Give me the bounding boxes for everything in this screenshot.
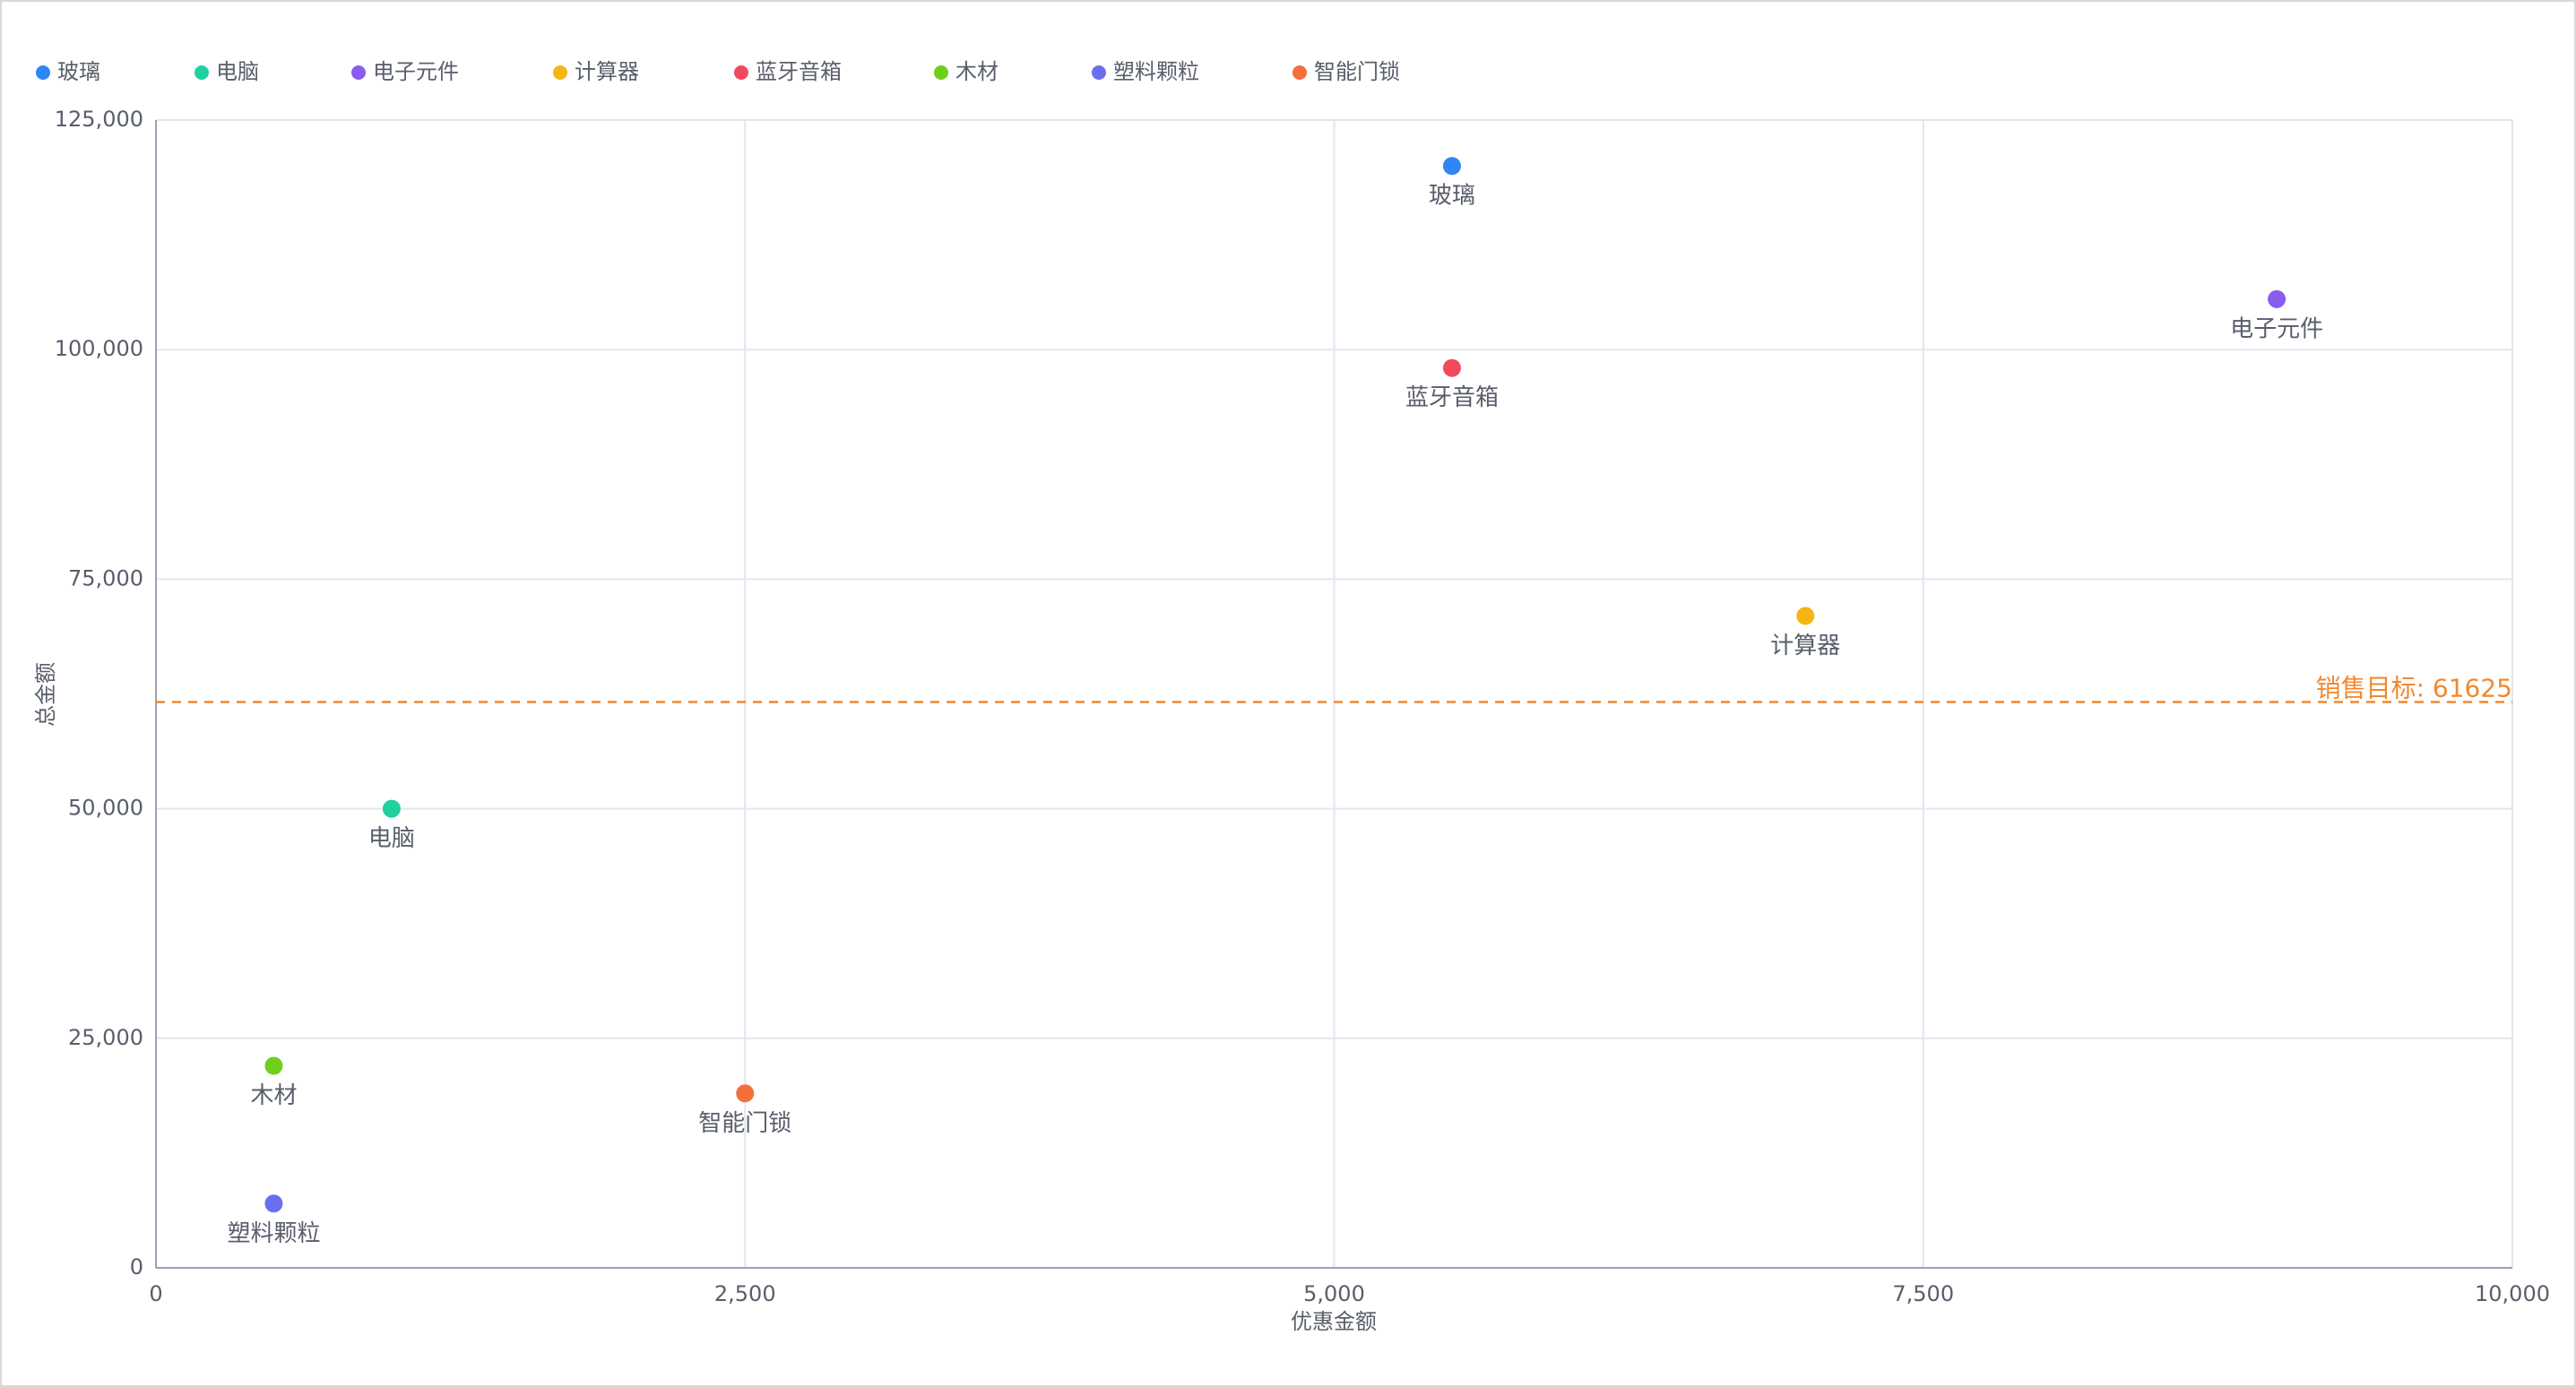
point: [1442, 358, 1461, 377]
y-tick-label: 0: [130, 1254, 143, 1279]
point-label: 玻璃: [1429, 183, 1475, 210]
point-label: 智能门锁: [698, 1110, 791, 1137]
legend-label[interactable]: 蓝牙音箱: [756, 59, 842, 84]
legend-marker: [36, 65, 50, 80]
point: [382, 799, 401, 818]
reference-label: 销售目标: 61625: [2316, 673, 2512, 702]
legend-label[interactable]: 玻璃: [57, 59, 100, 84]
point-label: 木材: [250, 1082, 297, 1109]
x-tick-label: 5,000: [1303, 1281, 1365, 1306]
legend-label[interactable]: 智能门锁: [1314, 59, 1400, 84]
legend-label[interactable]: 计算器: [575, 59, 639, 84]
legend-marker: [1292, 65, 1307, 80]
legend-label[interactable]: 电子元件: [373, 59, 459, 84]
point: [264, 1056, 283, 1075]
point: [1442, 157, 1461, 176]
point: [264, 1194, 283, 1213]
legend-label[interactable]: 塑料颗粒: [1113, 59, 1199, 84]
point: [2268, 289, 2286, 308]
y-tick-label: 100,000: [55, 336, 143, 361]
x-tick-label: 2,500: [714, 1281, 776, 1306]
y-tick-label: 25,000: [68, 1025, 143, 1050]
x-axis-title: 优惠金额: [1291, 1309, 1377, 1334]
y-tick-label: 50,000: [68, 796, 143, 821]
legend-label[interactable]: 电脑: [216, 59, 259, 84]
x-tick-label: 0: [149, 1281, 162, 1306]
x-tick-label: 7,500: [1892, 1281, 1954, 1306]
point-label: 塑料颗粒: [227, 1220, 320, 1247]
legend-marker: [934, 65, 948, 80]
legend-marker: [734, 65, 748, 80]
x-tick-label: 10,000: [2475, 1281, 2550, 1306]
point: [736, 1084, 755, 1103]
legend-marker: [194, 65, 209, 80]
y-axis-title: 总金额: [33, 662, 58, 727]
point: [1796, 607, 1815, 625]
point-label: 蓝牙音箱: [1405, 384, 1499, 411]
legend-marker: [553, 65, 567, 80]
point-label: 电子元件: [2230, 315, 2323, 342]
legend-marker: [1092, 65, 1106, 80]
point-label: 电脑: [368, 825, 415, 852]
y-tick-label: 75,000: [68, 565, 143, 590]
legend-marker: [351, 65, 366, 80]
y-tick-label: 125,000: [55, 107, 143, 132]
point-label: 计算器: [1770, 633, 1840, 659]
legend-label[interactable]: 木材: [955, 59, 998, 84]
